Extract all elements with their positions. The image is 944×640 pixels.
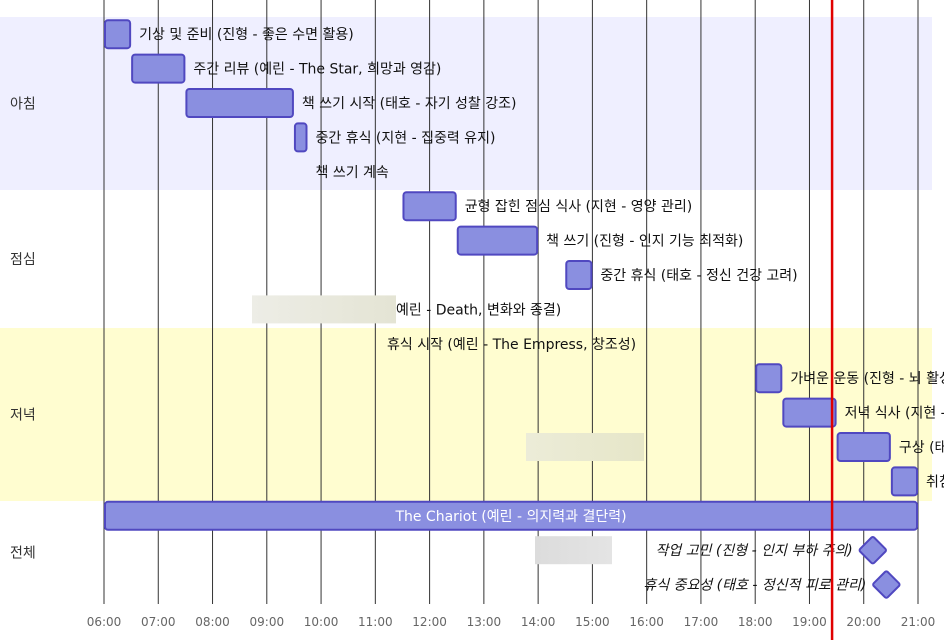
x-tick-label: 15:00 xyxy=(575,615,610,629)
section-label: 점심 xyxy=(10,252,36,268)
task-label: 주간 리뷰 (예린 - The Star, 희망과 영감) xyxy=(193,62,441,78)
task-bar xyxy=(782,397,837,428)
task-label: 작업 고민 (진형 - 인지 부하 주의) xyxy=(656,543,853,559)
task-label: 중간 휴식 (태호 - 정신 건강 고려) xyxy=(600,268,797,284)
task-bar xyxy=(890,466,918,497)
x-tick-label: 16:00 xyxy=(629,615,664,629)
section-band-0 xyxy=(0,17,932,190)
x-tick-label: 20:00 xyxy=(846,615,881,629)
x-tick-label: 09:00 xyxy=(250,615,285,629)
task-bar xyxy=(456,225,539,256)
section-label: 저녁 xyxy=(10,408,36,424)
task-label: 취침 준비 (지현 - 내일 준비) xyxy=(926,474,944,490)
section-band-2 xyxy=(0,328,932,501)
task-bar xyxy=(836,432,891,462)
x-tick-label: 19:00 xyxy=(792,615,827,629)
label-backdrop xyxy=(252,295,396,324)
x-tick-label: 08:00 xyxy=(195,615,230,629)
task-bar xyxy=(565,260,593,290)
task-bar xyxy=(755,363,783,394)
x-tick-label: 14:00 xyxy=(521,615,556,629)
x-tick-label: 12:00 xyxy=(412,615,447,629)
task-label: 휴식 중요성 (태호 - 정신적 피로 관리) xyxy=(643,578,866,594)
x-tick-label: 11:00 xyxy=(358,615,393,629)
milestone-marker xyxy=(872,570,901,599)
task-label: The Chariot (예린 - 의지력과 결단력) xyxy=(394,509,626,525)
x-tick-label: 10:00 xyxy=(304,615,339,629)
task-label: 구상 (태호 - 창의성 발휘) xyxy=(899,440,944,456)
task-label: 책 쓰기 (진형 - 인지 기능 최적화) xyxy=(546,234,743,250)
task-bar xyxy=(104,500,918,531)
x-tick-label: 17:00 xyxy=(684,615,719,629)
task-label: 저녁 식사 (지현 - 균형 잡힌 식단) xyxy=(845,406,944,422)
task-label: 휴식 시작 (예린 - The Empress, 창조성) xyxy=(387,337,636,353)
task-label: 균형 잡힌 점심 식사 (지현 - 영양 관리) xyxy=(465,199,692,215)
section-label: 아침 xyxy=(10,97,36,113)
task-bar xyxy=(402,191,457,222)
section-label: 전체 xyxy=(10,546,36,562)
task-label: 책 쓰기 시작 (태호 - 자기 성찰 강조) xyxy=(302,96,517,112)
x-tick-label: 07:00 xyxy=(141,615,176,629)
task-label: 중간 휴식 (지현 - 집중력 유지) xyxy=(316,130,496,146)
x-tick-label: 13:00 xyxy=(467,615,502,629)
milestone-marker xyxy=(858,536,887,565)
task-label: 기상 및 준비 (진형 - 좋은 수면 활용) xyxy=(139,27,354,43)
task-bar xyxy=(131,53,186,84)
section-band-1 xyxy=(0,190,932,328)
task-bar xyxy=(104,19,132,50)
x-tick-label: 18:00 xyxy=(738,615,773,629)
label-backdrop xyxy=(526,433,644,461)
task-label: 책 쓰기 계속 xyxy=(316,165,389,181)
task-label: 가벼운 운동 (진형 - 뇌 활성화) xyxy=(790,371,944,387)
x-tick-label: 21:00 xyxy=(901,615,936,629)
task-bar xyxy=(185,88,294,118)
x-tick-label: 06:00 xyxy=(87,615,122,629)
task-label: 예린 - Death, 변화와 종결) xyxy=(396,302,561,318)
label-backdrop xyxy=(535,536,612,565)
task-bar xyxy=(293,122,308,153)
